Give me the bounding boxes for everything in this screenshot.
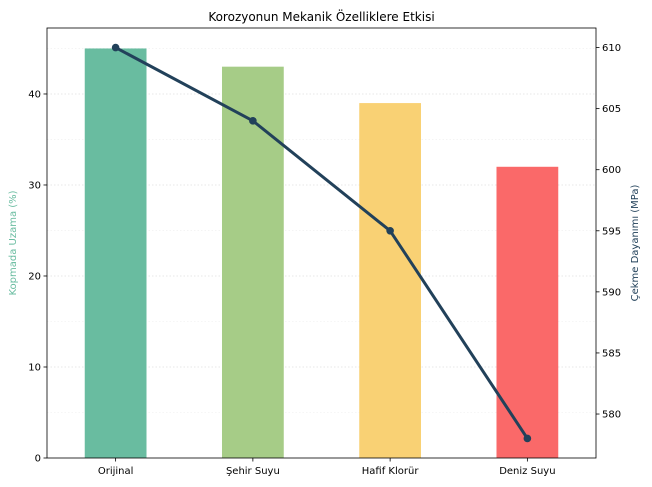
plot-frame [46,27,597,459]
right-tick-label: 595 [602,226,621,237]
left-axis: 0 10 20 30 40 [28,89,47,465]
line-point-4 [523,434,532,443]
right-tick-label: 580 [602,410,621,421]
x-tick-label: Hafif Klorür [362,466,420,477]
x-axis: Orijinal Şehir Suyu Hafif Klorür Deniz Suyu [98,458,556,477]
right-axis-label: Çekme Dayanımı (MPa) [630,184,641,301]
line-path [114,46,529,440]
left-tick-label: 10 [28,362,41,373]
right-axis: 580 585 590 595 600 605 610 [596,43,621,421]
left-tick-label: 30 [28,180,41,191]
bar-1 [84,48,147,458]
right-tick-label: 585 [602,348,621,359]
chart-title: Korozyonun Mekanik Özelliklere Etkisi [208,8,434,24]
line-series [111,43,532,443]
line-point-3 [386,226,394,235]
bar-2 [221,66,284,458]
bar-4 [496,166,559,458]
line-point-2 [249,117,257,125]
right-tick-label: 605 [602,104,621,115]
left-axis-label: Kopmada Uzama (%) [8,190,19,295]
right-tick-label: 610 [602,43,621,54]
right-tick-label: 600 [602,165,621,176]
x-tick-label: Şehir Suyu [226,466,280,477]
left-tick-label: 0 [35,454,41,465]
bars [84,48,559,458]
left-tick-label: 20 [28,271,41,282]
line-point-1 [111,43,120,52]
x-tick-label: Deniz Suyu [499,466,555,477]
x-tick-label: Orijinal [98,466,134,477]
left-tick-label: 40 [28,89,41,100]
right-tick-label: 590 [602,287,621,298]
bar-3 [359,103,422,458]
